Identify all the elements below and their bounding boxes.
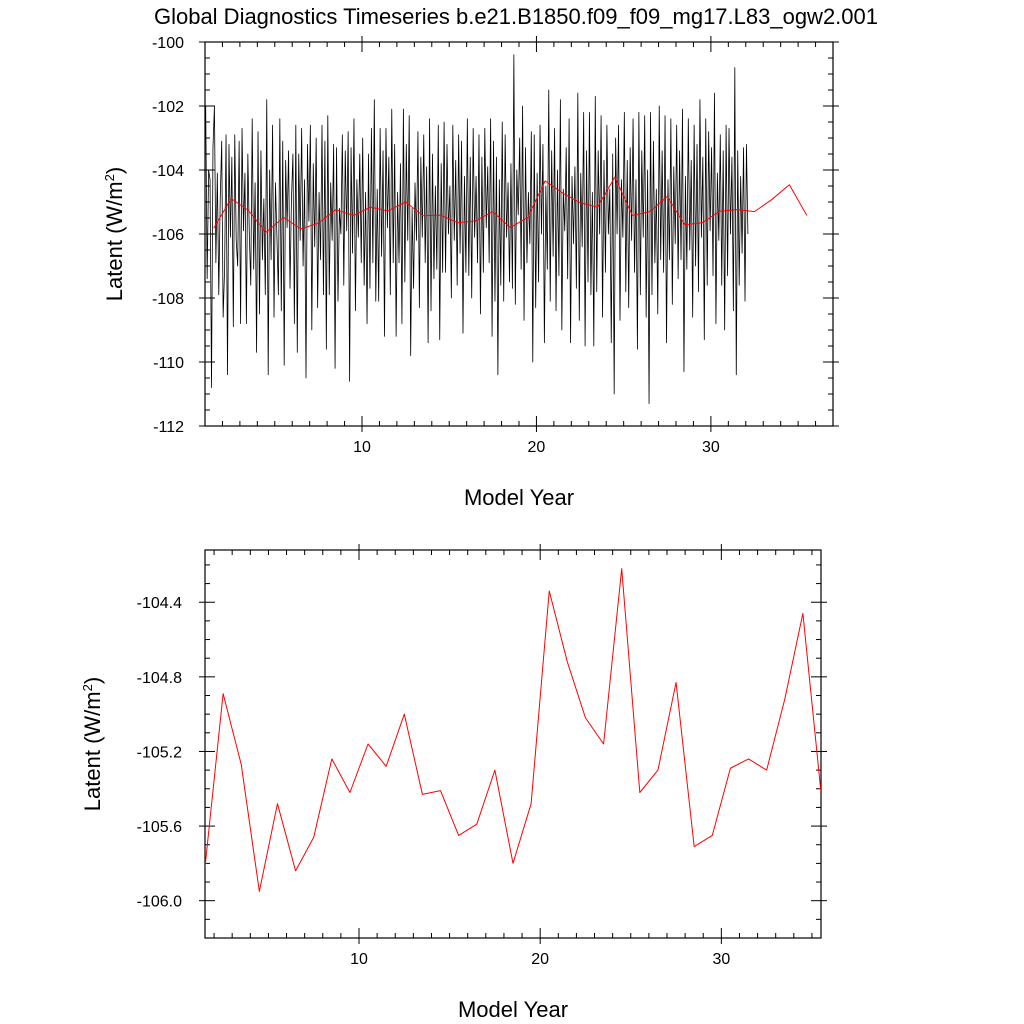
bottom-x-axis-title: Model Year bbox=[458, 997, 568, 1022]
bottom-y-tick-label: -105.6 bbox=[137, 819, 182, 836]
bottom-x-tick-label: 20 bbox=[531, 951, 549, 968]
top-x-tick-label: 10 bbox=[353, 439, 371, 456]
top-annual-mean-line bbox=[213, 176, 808, 233]
top-y-tick-label: -102 bbox=[152, 99, 184, 116]
bottom-x-tick-label: 10 bbox=[350, 951, 368, 968]
bottom-plot-frame bbox=[204, 549, 822, 939]
top-y-tick-label: -110 bbox=[153, 355, 184, 372]
top-x-tick-label: 20 bbox=[528, 439, 546, 456]
bottom-y-tick-label: -104.4 bbox=[137, 595, 182, 612]
bottom-panel: 10 20 30 -106.0 -105.6 -105.2 -104.8 -104.4 Mode… bbox=[80, 544, 827, 1022]
top-x-tick-label: 30 bbox=[702, 439, 720, 456]
bottom-y-tick-label: -106.0 bbox=[137, 894, 182, 911]
top-y-axis-title: Latent (W/m2) bbox=[102, 167, 127, 301]
bottom-y-tick-label: -104.8 bbox=[137, 670, 182, 687]
top-y-tick-label: -108 bbox=[152, 291, 184, 308]
figure-title: Global Diagnostics Timeseries b.e21.B185… bbox=[154, 4, 878, 29]
top-monthly-line bbox=[205, 54, 749, 405]
top-y-tick-label: -104 bbox=[152, 163, 184, 180]
bottom-x-tick-label: 30 bbox=[712, 951, 730, 968]
top-y-tick-label: -100 bbox=[152, 35, 184, 52]
bottom-y-axis-title: Latent (W/m2) bbox=[80, 677, 105, 811]
bottom-y-tick-label: -105.2 bbox=[137, 744, 182, 761]
top-y-tick-label: -112 bbox=[153, 419, 184, 436]
top-x-axis-title: Model Year bbox=[464, 485, 574, 510]
top-panel: 10 20 30 -112 -110 -108 -106 -104 -102 -100 Model … bbox=[102, 35, 839, 510]
top-y-tick-label: -106 bbox=[152, 227, 184, 244]
bottom-annual-mean-line bbox=[205, 568, 821, 892]
